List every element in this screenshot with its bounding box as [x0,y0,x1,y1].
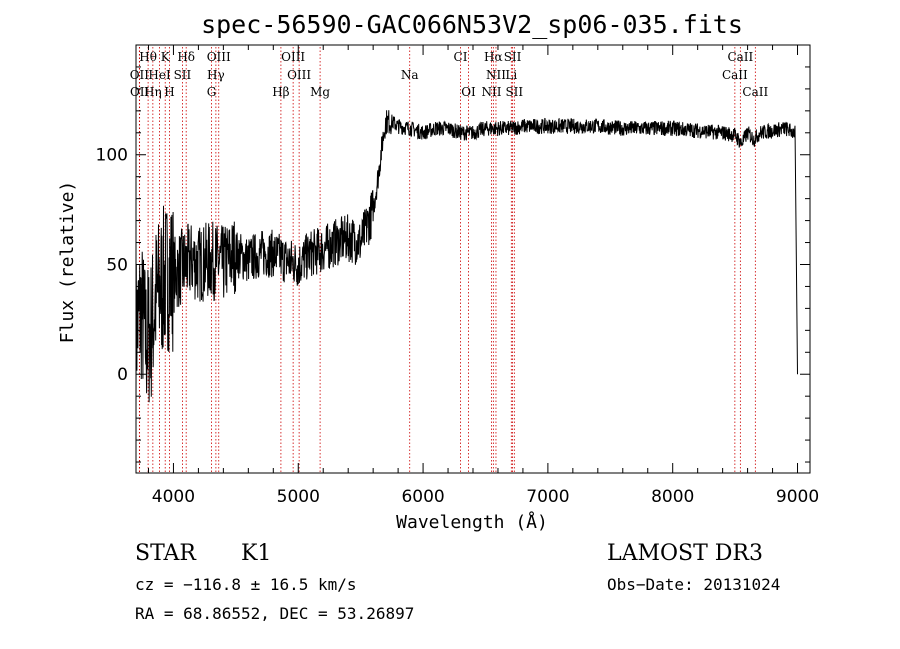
y-tick-label: 0 [117,365,128,385]
object-class: STAR [135,541,197,566]
spectral-line-label: OIII [207,50,231,64]
spectral-line-label: Na [401,68,419,82]
spectral-line-label: OIII [281,50,305,64]
redshift-velocity: cz = −116.8 ± 16.5 km/s [135,575,357,594]
y-axis-ticks: 0 50 100 [96,66,810,463]
y-axis-label: Flux (relative) [57,181,78,344]
spectral-line-label: SII [505,85,523,99]
spectral-line-label: SII [504,50,522,64]
x-tick-label: 5000 [277,487,320,507]
x-tick-label: 4000 [152,487,195,507]
spectral-line-label: Mg [310,85,330,99]
spectral-line-label: G [207,85,217,99]
spectral-line-label: SII [174,68,192,82]
spectral-line-label: OII [130,68,150,82]
spectral-line-label: CaII [727,50,753,64]
y-tick-label: 50 [106,255,128,275]
spectral-line-label: NII [486,68,506,82]
spectral-line-label: OI [461,85,476,99]
spectrum-series-line [135,110,798,408]
spectral-line-label: OIII [287,68,311,82]
x-tick-label: 9000 [776,487,819,507]
spectral-line-label: Hγ [207,68,225,82]
chart-title: spec-56590-GAC066N53V2_sp06-035.fits [201,10,743,39]
spectral-line-label: H [164,85,174,99]
x-tick-label: 7000 [526,487,569,507]
spectral-line-markers [138,47,756,473]
object-subclass: K1 [241,541,271,566]
x-axis-ticks: 4000 5000 6000 7000 8000 9000 [147,45,819,507]
spectral-line-label: NII [481,85,501,99]
spectral-line-label: Hα [484,50,503,64]
spectral-line-label: CI [454,50,468,64]
x-tick-label: 8000 [651,487,694,507]
y-tick-label: 100 [96,146,128,166]
spectral-line-label: Hη [144,85,162,99]
x-tick-label: 6000 [401,487,444,507]
spectral-line-label: CaII [742,85,768,99]
spectral-line-label: HeI [148,68,171,82]
sky-coordinates: RA = 68.86552, DEC = 53.26897 [135,604,414,623]
spectral-line-label: Hθ [139,50,157,64]
spectral-line-label: Li [505,68,517,82]
observation-date: Obs−Date: 20131024 [607,575,780,594]
spectral-line-label: OII [130,85,150,99]
spectral-line-label: Hβ [272,85,289,99]
spectral-line-label: Hδ [177,50,195,64]
spectral-line-label: CaII [722,68,748,82]
survey-name: LAMOST DR3 [607,541,763,566]
x-axis-label: Wavelength (Å) [396,511,548,533]
spectral-line-label: K [161,50,171,64]
